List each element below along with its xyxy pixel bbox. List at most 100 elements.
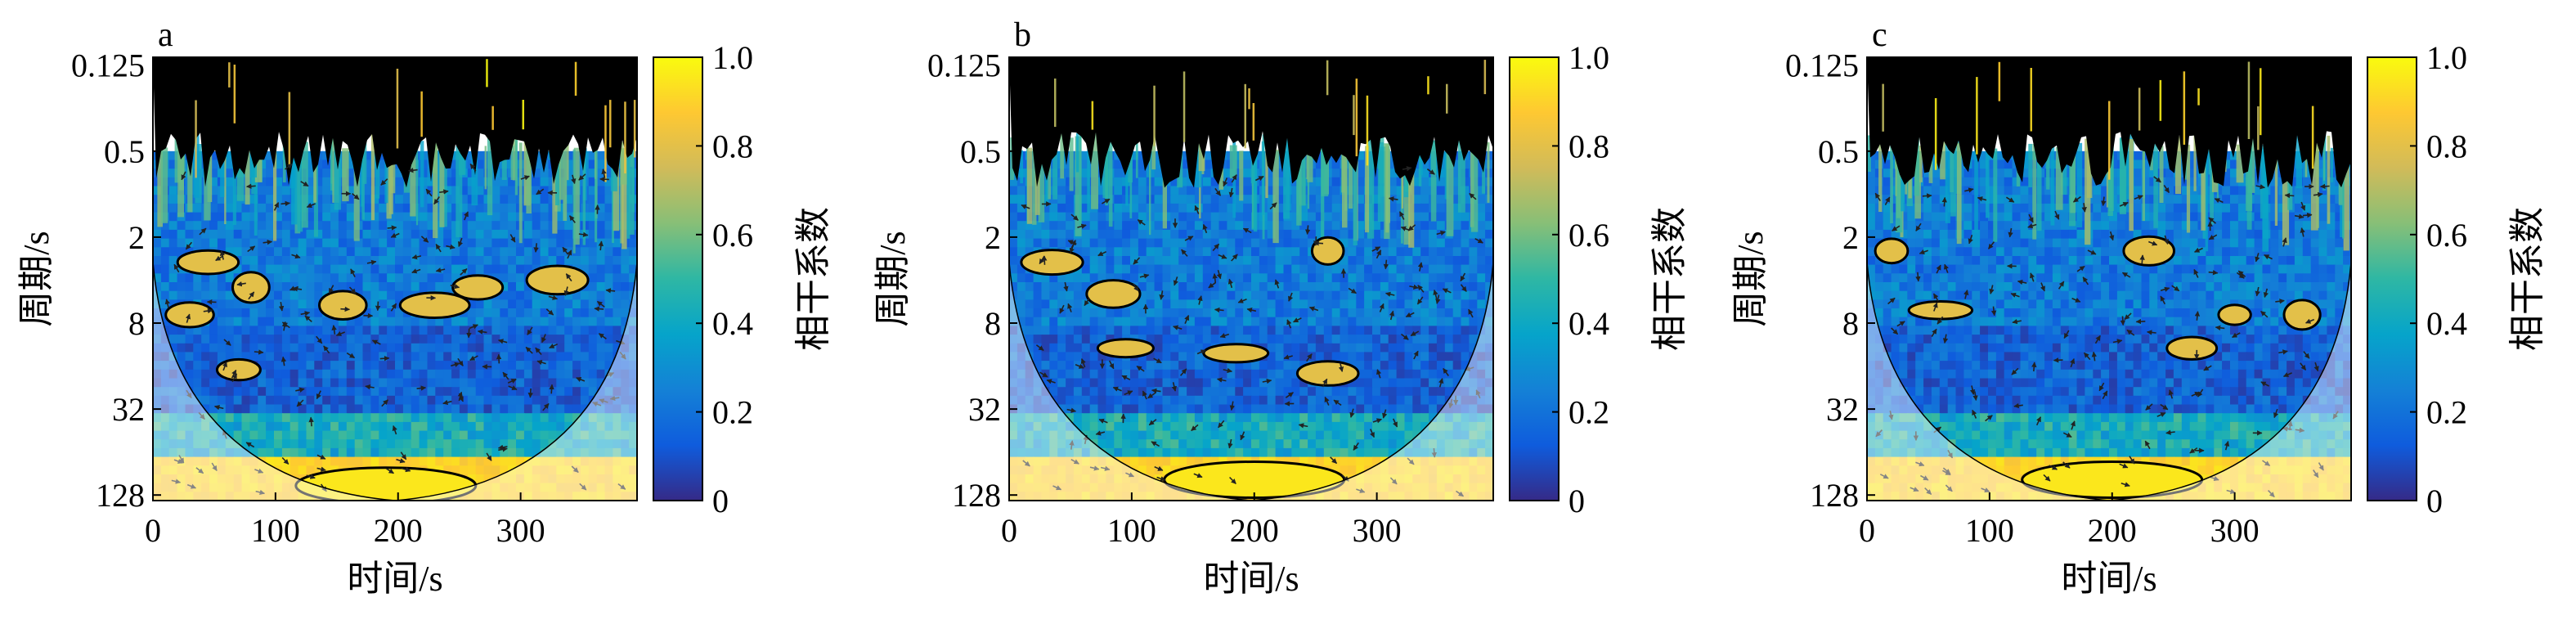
significance-contour [2165, 335, 2219, 361]
y-tick-label: 128 [96, 477, 145, 514]
masked-region [1009, 57, 1493, 188]
significance-contour [1310, 236, 1345, 266]
x-axis-label: 时间/s [347, 559, 442, 599]
significance-contour [2217, 303, 2252, 326]
x-tick-label: 0 [145, 512, 161, 549]
colorbar [2367, 56, 2417, 501]
x-tick-label: 100 [1107, 512, 1156, 549]
plot-frame [1866, 56, 2352, 501]
cone-of-influence [153, 151, 637, 501]
colorbar-label: 相干系数 [793, 207, 833, 351]
heatmap-area [1009, 57, 1493, 501]
y-tick-label: 32 [968, 391, 1001, 428]
colorbar-tick-label: 0.8 [2426, 128, 2467, 164]
y-tick-label: 8 [985, 305, 1001, 342]
x-tick-label: 200 [1230, 512, 1279, 549]
y-tick-label: 128 [952, 477, 1001, 514]
colorbar-tick-label: 0.6 [2426, 217, 2467, 254]
x-tick-label: 0 [1001, 512, 1017, 549]
significance-contour [398, 291, 471, 320]
colorbar-tick-label: 0 [2426, 483, 2443, 519]
colorbar-tick-label: 1.0 [2426, 39, 2467, 76]
significance-contour [215, 357, 262, 382]
heatmap-area [1867, 57, 2351, 501]
x-tick-label: 200 [2088, 512, 2137, 549]
y-tick-label: 0.5 [104, 133, 145, 170]
colorbar [1509, 56, 1560, 501]
x-tick-label: 100 [251, 512, 300, 549]
colorbar-tick-label: 0 [1568, 483, 1585, 519]
colorbar-tick-label: 0.2 [712, 394, 753, 431]
significance-contour [1907, 300, 1974, 321]
colorbar [653, 56, 703, 501]
y-axis-label: 周期/s [16, 231, 56, 326]
colorbar-tick-label: 0.8 [712, 128, 753, 164]
x-tick-label: 300 [2210, 512, 2260, 549]
panel-label: a [158, 16, 173, 54]
y-tick-label: 2 [128, 219, 145, 256]
significance-contour [451, 274, 505, 301]
colorbar-tick-label: 0.2 [1568, 394, 1609, 431]
x-tick-label: 300 [1353, 512, 1402, 549]
y-tick-label: 32 [112, 391, 145, 428]
significance-contour [1295, 360, 1360, 387]
y-tick-label: 0.5 [1818, 133, 1859, 170]
y-tick-label: 0.125 [71, 47, 145, 84]
y-tick-label: 0.5 [960, 133, 1001, 170]
x-axis-label: 时间/s [2061, 559, 2156, 599]
significance-contour [2282, 299, 2322, 331]
colorbar-tick-label: 0.4 [712, 305, 753, 342]
y-tick-label: 0.125 [927, 47, 1001, 84]
heatmap-area [153, 57, 637, 501]
y-tick-label: 32 [1826, 391, 1859, 428]
x-tick-label: 0 [1859, 512, 1875, 549]
colorbar-tick-label: 0.2 [2426, 394, 2467, 431]
plot-frame [1008, 56, 1494, 501]
panel-label: c [1872, 16, 1887, 54]
y-tick-label: 0.125 [1785, 47, 1859, 84]
y-axis-label: 周期/s [873, 231, 913, 326]
panel-label: b [1014, 16, 1031, 54]
coi-boundary [1867, 262, 2351, 501]
colorbar-tick-label: 1.0 [1568, 39, 1609, 76]
x-tick-label: 200 [374, 512, 423, 549]
masked-region [153, 57, 637, 188]
significance-contour [1085, 279, 1142, 309]
colorbar-tick-label: 1.0 [712, 39, 753, 76]
plot-frame [152, 56, 638, 501]
significance-contour [231, 271, 271, 304]
x-tick-label: 100 [1965, 512, 2014, 549]
significance-contour [318, 290, 368, 321]
colorbar-label: 相干系数 [2507, 207, 2547, 351]
colorbar-tick-label: 0.4 [2426, 305, 2467, 342]
x-axis-label: 时间/s [1203, 559, 1299, 599]
y-tick-label: 2 [985, 219, 1001, 256]
colorbar-tick-label: 0.6 [712, 217, 753, 254]
colorbar-label: 相干系数 [1649, 207, 1690, 351]
significance-contour [176, 249, 240, 276]
significance-contour [1874, 237, 1910, 265]
colorbar-tick-label: 0 [712, 483, 729, 519]
y-tick-label: 128 [1810, 477, 1859, 514]
coi-boundary [1009, 262, 1493, 501]
y-tick-label: 2 [1842, 219, 1859, 256]
colorbar-tick-label: 0.6 [1568, 217, 1609, 254]
y-axis-label: 周期/s [1730, 231, 1770, 326]
x-tick-label: 300 [496, 512, 545, 549]
coi-boundary [153, 262, 637, 501]
cone-of-influence [1009, 151, 1493, 501]
colorbar-tick-label: 0.4 [1568, 305, 1609, 342]
significance-contour [1202, 343, 1270, 364]
significance-contour [1020, 249, 1084, 276]
significance-contour [1096, 338, 1155, 359]
y-tick-label: 8 [1842, 305, 1859, 342]
significance-contour [525, 264, 590, 296]
cone-of-influence [1867, 151, 2351, 501]
y-tick-label: 8 [128, 305, 145, 342]
significance-contour [2122, 235, 2175, 267]
colorbar-tick-label: 0.8 [1568, 128, 1609, 164]
